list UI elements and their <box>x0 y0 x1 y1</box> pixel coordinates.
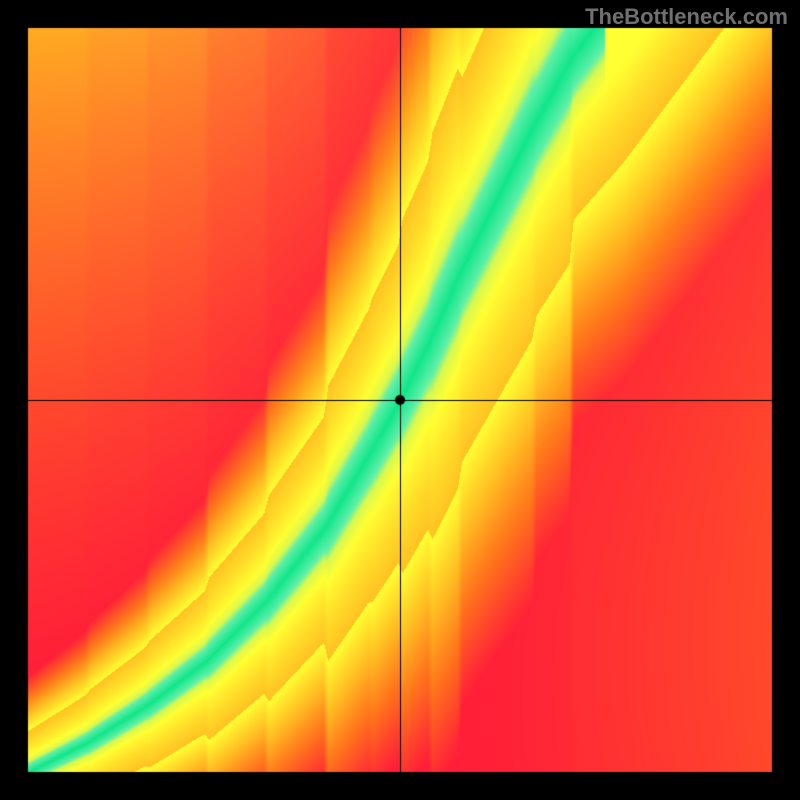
watermark-text: TheBottleneck.com <box>585 4 788 30</box>
heatmap-canvas <box>0 0 800 800</box>
chart-container: TheBottleneck.com <box>0 0 800 800</box>
